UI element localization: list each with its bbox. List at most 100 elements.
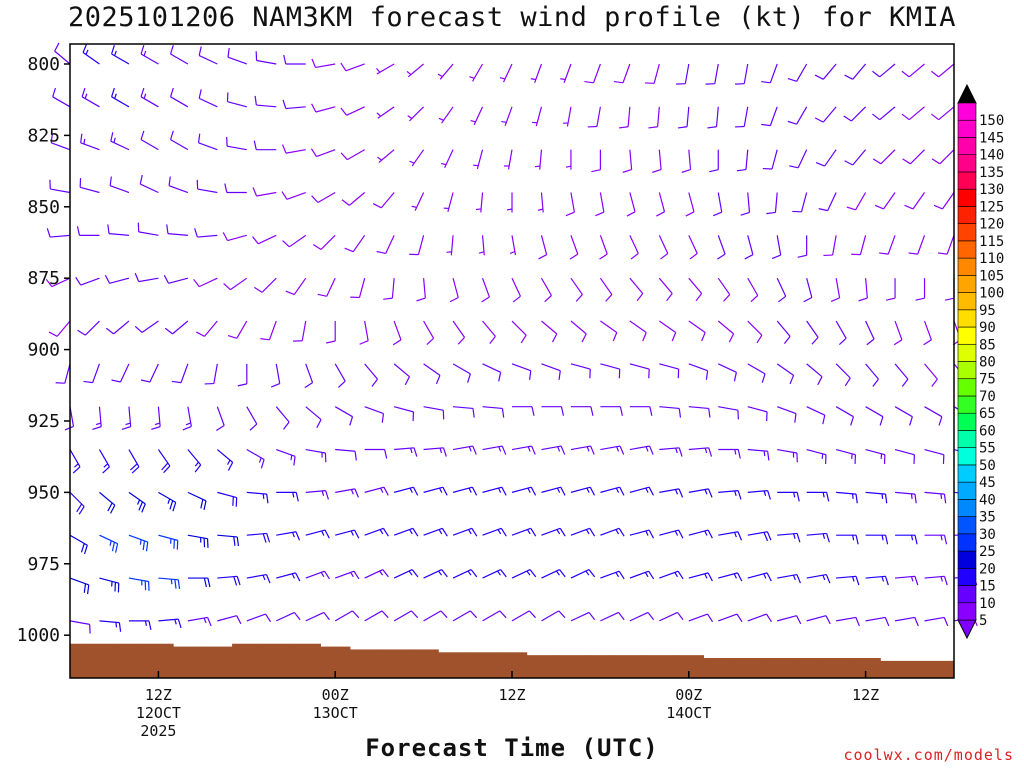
wind-barb bbox=[92, 406, 102, 430]
wind-barb bbox=[712, 192, 723, 217]
wind-barb bbox=[377, 149, 395, 163]
wind-barb bbox=[473, 149, 484, 170]
wind-barb bbox=[340, 149, 365, 161]
colorbar-swatch bbox=[957, 464, 977, 483]
colorbar-swatch bbox=[957, 395, 977, 414]
wind-barb bbox=[128, 620, 152, 631]
wind-barb bbox=[659, 488, 684, 498]
wind-barb bbox=[311, 103, 336, 113]
wind-barb bbox=[858, 278, 868, 302]
wind-barb bbox=[534, 149, 543, 170]
wind-barb bbox=[599, 277, 613, 302]
wind-barb bbox=[541, 320, 558, 343]
colorbar-label: 25 bbox=[979, 544, 996, 560]
wind-barb bbox=[440, 149, 454, 169]
wind-barb bbox=[198, 89, 218, 108]
y-axis: 800 825 850 875 900 925 950 975 1000 bbox=[17, 54, 70, 646]
wind-barb bbox=[718, 531, 743, 541]
wind-barb bbox=[846, 192, 867, 211]
wind-barb bbox=[777, 532, 801, 543]
wind-barb bbox=[717, 277, 731, 302]
wind-barb bbox=[629, 570, 655, 580]
wind-barb bbox=[865, 575, 889, 586]
colorbar-label: 10 bbox=[979, 596, 996, 612]
wind-barb bbox=[541, 486, 566, 496]
wind-barb bbox=[99, 491, 116, 514]
wind-barb bbox=[364, 363, 378, 387]
wind-barb bbox=[134, 320, 159, 333]
terrain-segment bbox=[291, 643, 321, 678]
wind-barb bbox=[409, 235, 425, 256]
colorbar-label: 115 bbox=[979, 234, 1004, 250]
wind-barb bbox=[364, 610, 389, 622]
wind-barb bbox=[895, 534, 918, 545]
wind-barb bbox=[688, 235, 698, 260]
wind-barb bbox=[246, 573, 271, 584]
wind-barb bbox=[335, 448, 357, 461]
wind-barb bbox=[423, 486, 448, 496]
wind-barb bbox=[735, 63, 749, 85]
wind-barb bbox=[81, 87, 100, 108]
x-tick-label: 00Z bbox=[675, 686, 702, 704]
wind-barb bbox=[45, 277, 71, 288]
wind-barb bbox=[688, 363, 709, 380]
wind-barb bbox=[676, 63, 690, 85]
wind-barb bbox=[747, 320, 763, 344]
wind-barb bbox=[872, 63, 896, 78]
wind-barb bbox=[393, 406, 415, 422]
wind-barb bbox=[836, 616, 860, 627]
wind-barb bbox=[622, 149, 633, 173]
colorbar-label: 105 bbox=[979, 268, 1004, 284]
y-tick-label: 925 bbox=[27, 411, 60, 432]
wind-barb bbox=[776, 320, 791, 345]
wind-barb bbox=[107, 224, 129, 236]
wind-barb bbox=[217, 575, 241, 586]
terrain-segment bbox=[821, 658, 852, 678]
wind-barb bbox=[46, 228, 71, 238]
wind-barb bbox=[541, 569, 566, 579]
wind-barb bbox=[246, 532, 271, 543]
wind-barb bbox=[334, 570, 360, 580]
wind-barb bbox=[376, 106, 395, 119]
wind-barb bbox=[340, 62, 365, 72]
y-tick-label: 875 bbox=[27, 268, 60, 289]
wind-barb bbox=[452, 486, 478, 496]
wind-barb bbox=[69, 620, 91, 634]
wind-barb bbox=[851, 235, 867, 256]
wind-barb bbox=[718, 448, 741, 459]
wind-barb bbox=[944, 278, 955, 301]
credit-link[interactable]: coolwx.com/models bbox=[843, 746, 1014, 764]
y-tick-label: 825 bbox=[27, 125, 60, 146]
wind-barb bbox=[270, 363, 281, 388]
wind-barb bbox=[688, 447, 713, 457]
wind-barb bbox=[806, 491, 830, 502]
wind-barb bbox=[216, 449, 234, 471]
wind-barb bbox=[246, 449, 265, 469]
wind-barb bbox=[54, 42, 71, 65]
wind-barb bbox=[82, 43, 100, 65]
wind-barb bbox=[276, 572, 301, 582]
wind-barb bbox=[789, 149, 808, 169]
wind-barb bbox=[823, 235, 837, 257]
colorbar-label: 60 bbox=[979, 423, 996, 439]
wind-barb bbox=[285, 277, 307, 296]
wind-barb bbox=[334, 363, 346, 388]
y-tick-label: 900 bbox=[27, 340, 60, 361]
wind-barb bbox=[747, 363, 766, 383]
wind-barb bbox=[644, 63, 660, 84]
wind-barb bbox=[747, 277, 759, 303]
wind-barb bbox=[449, 278, 459, 303]
wind-barb bbox=[304, 363, 314, 389]
wind-barb bbox=[393, 527, 419, 537]
terrain-segment bbox=[615, 655, 646, 678]
wind-barb bbox=[924, 448, 945, 464]
wind-barb bbox=[158, 618, 182, 629]
wind-barb bbox=[924, 363, 938, 387]
wind-barb bbox=[407, 106, 425, 122]
colorbar-swatch bbox=[957, 447, 977, 466]
wind-barb bbox=[709, 149, 719, 173]
wind-barb bbox=[835, 448, 857, 464]
wind-barb bbox=[305, 611, 330, 622]
chart-title: 2025101206 NAM3KM forecast wind profile … bbox=[67, 2, 957, 33]
y-tick-label: 975 bbox=[27, 554, 60, 575]
